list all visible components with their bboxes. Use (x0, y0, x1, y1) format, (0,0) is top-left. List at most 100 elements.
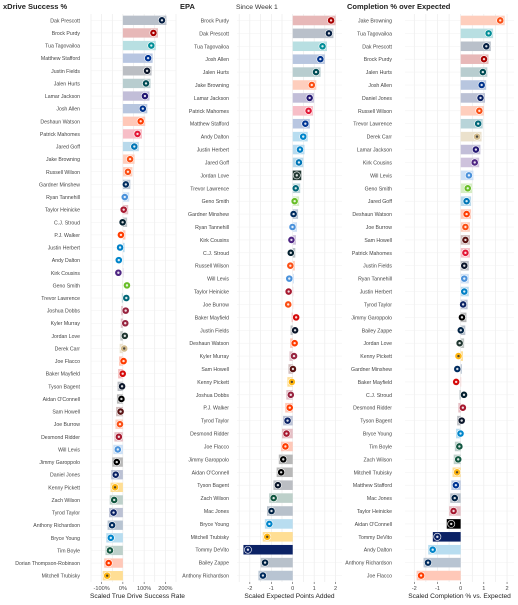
player-label: Kirk Cousins (200, 238, 230, 244)
team-logo-icon (295, 158, 303, 167)
team-logo-icon (424, 558, 432, 567)
bar (121, 293, 123, 303)
player-label: Sam Howell (201, 367, 229, 373)
player-label: Daniel Jones (362, 96, 392, 102)
bar (122, 28, 158, 38)
player-label: Zach Wilson (363, 457, 392, 463)
player-label: Desmond Ridder (353, 406, 392, 412)
team-logo-icon (287, 236, 296, 244)
player-label: Justin Herbert (48, 246, 81, 252)
team-logo-icon (274, 481, 282, 490)
team-logo-icon (259, 571, 267, 580)
bar (243, 544, 293, 555)
team-logo-icon (460, 274, 469, 283)
bar (460, 28, 494, 39)
team-logo-icon (450, 494, 459, 502)
bar (267, 506, 293, 516)
team-logo-icon (244, 545, 252, 554)
player-label: Mitchell Trubisky (191, 535, 230, 541)
player-label: Daniel Jones (50, 473, 80, 479)
bar (432, 532, 461, 542)
bar (264, 519, 293, 529)
team-logo-icon (286, 390, 295, 399)
bar (122, 280, 123, 291)
team-logo-icon (318, 42, 327, 51)
player-label: Lamar Jackson (357, 148, 392, 154)
player-label: Kirk Cousins (51, 271, 81, 277)
x-tick-label: 0% (119, 586, 127, 592)
player-label: Kyler Murray (200, 354, 230, 360)
player-label: Jake Browning (195, 83, 229, 89)
player-label: Justin Herbert (360, 290, 393, 296)
x-axis-title: Scaled True Drive Success Rate (90, 593, 185, 600)
team-logo-icon (104, 559, 113, 567)
bar (292, 54, 325, 64)
panel-2-subtitle: Since Week 1 (236, 4, 278, 11)
team-logo-icon (144, 54, 153, 63)
team-logo-icon (433, 532, 442, 541)
panel-epa: Brock Purdy Dak Prescott Tua Tagovailoa Jos… (182, 14, 342, 600)
bar (423, 557, 461, 568)
player-label: Will Levis (370, 173, 392, 179)
panel-1-title: xDrive Success % (3, 2, 68, 11)
player-label: Desmond Ridder (190, 432, 229, 438)
bar (102, 571, 123, 581)
player-label: C.J. Stroud (54, 220, 80, 226)
team-logo-icon (301, 119, 310, 128)
player-label: Geno Smith (53, 283, 81, 289)
team-logo-icon (118, 218, 127, 227)
player-label: P.J. Walker (203, 406, 229, 412)
team-logo-icon (286, 248, 295, 257)
grid-lines (237, 14, 342, 582)
team-logo-icon (454, 352, 463, 360)
bar (292, 67, 321, 77)
player-label: Russell Wilson (358, 109, 392, 115)
player-label: Joe Flacco (55, 359, 80, 365)
bar (460, 54, 489, 64)
team-logo-icon (461, 223, 470, 231)
bar (460, 80, 487, 90)
team-logo-icon (117, 395, 126, 403)
team-logo-icon (458, 403, 467, 412)
player-label: Tim Boyle (57, 548, 80, 554)
team-logo-icon (292, 171, 301, 180)
team-logo-icon (111, 470, 120, 479)
team-logo-icon (289, 210, 298, 218)
team-logo-icon (454, 455, 463, 464)
player-label: Dorian Thompson-Robinson (15, 561, 80, 567)
bar (460, 93, 486, 103)
player-label: Baker Mayfield (358, 380, 392, 386)
team-logo-icon (460, 287, 469, 296)
player-label: Gardner Minshew (39, 182, 80, 188)
team-logo-icon (113, 445, 122, 454)
player-label: Brock Purdy (52, 31, 81, 37)
player-label: Baker Mayfield (46, 372, 80, 378)
x-axis: -100% 0% 100% 200%Scaled True Drive Success… (90, 582, 185, 600)
player-label: Gardner Minshew (188, 212, 229, 218)
player-label: Jimmy Garoppolo (188, 457, 229, 463)
x-tick-label: -1 (269, 586, 274, 592)
bar (460, 377, 462, 387)
player-label: Mitchell Trubisky (354, 470, 393, 476)
player-label: Jimmy Garoppolo (39, 460, 80, 466)
player-label: Deshaun Watson (40, 119, 80, 125)
team-logo-icon (119, 357, 128, 366)
team-logo-icon (291, 326, 299, 335)
panel-3-title: Completion % over Expected (347, 2, 451, 11)
player-label: Lamar Jackson (194, 96, 229, 102)
team-logo-icon (123, 281, 131, 290)
team-logo-icon (462, 210, 471, 218)
player-label: Kyler Murray (51, 321, 81, 327)
team-logo-icon (305, 94, 314, 102)
player-label: Mac Jones (367, 496, 392, 502)
player-label: Desmond Ridder (41, 435, 80, 441)
panel-2-title: EPA (180, 2, 195, 11)
team-logo-icon (289, 365, 297, 373)
team-logo-icon (142, 79, 150, 88)
team-logo-icon (461, 248, 470, 257)
player-label: Trevor Lawrence (41, 296, 80, 302)
team-logo-icon (143, 66, 151, 75)
team-logo-icon (290, 339, 299, 348)
player-label: Matthew Stafford (353, 483, 392, 489)
team-logo-icon (288, 223, 297, 231)
